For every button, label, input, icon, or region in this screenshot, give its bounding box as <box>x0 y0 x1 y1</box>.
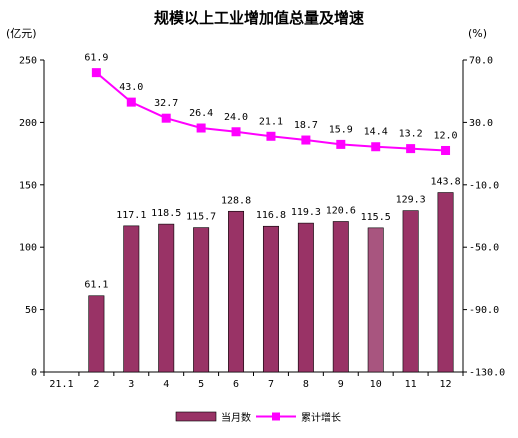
right-tick-label: 30.0 <box>469 118 493 129</box>
legend-line-label: 累计增长 <box>301 411 341 424</box>
bar-value-label: 115.7 <box>186 212 216 223</box>
legend-bar-swatch <box>175 411 217 422</box>
line-value-label: 21.1 <box>259 116 283 127</box>
line-point <box>196 123 206 133</box>
line-point <box>126 97 136 107</box>
x-tick-label: 7 <box>268 379 274 390</box>
x-tick-label: 4 <box>163 379 169 390</box>
line-series <box>91 68 451 155</box>
bar-value-label: 143.8 <box>430 177 460 188</box>
bar-series <box>88 192 454 373</box>
chart-title: 规模以上工业增加值总量及增速 <box>154 9 364 27</box>
bar <box>88 295 105 373</box>
left-axis-unit: (亿元) <box>6 27 37 40</box>
right-tick-label: -50.0 <box>469 243 499 254</box>
x-tick-label: 6 <box>233 379 239 390</box>
x-axis-ticks: 21.1 2 3 4 5 6 7 8 9 10 11 12 <box>43 372 464 390</box>
right-tick-label: -90.0 <box>469 305 499 316</box>
x-tick-label: 11 <box>405 379 417 390</box>
bar-value-label: 116.8 <box>256 210 286 221</box>
x-tick-label: 10 <box>370 379 382 390</box>
line-value-label: 15.9 <box>329 124 353 135</box>
line-value-label: 26.4 <box>189 108 213 119</box>
right-tick-label: -10.0 <box>469 180 499 191</box>
line-value-label: 32.7 <box>154 98 178 109</box>
bar-value-label: 118.5 <box>151 208 181 219</box>
bar <box>332 221 349 373</box>
line-point <box>161 113 171 123</box>
x-tick-label: 12 <box>440 379 452 390</box>
line-point <box>231 127 241 137</box>
line-point <box>406 144 416 154</box>
left-tick-label: 50 <box>25 305 37 316</box>
line-value-label: 13.2 <box>399 129 423 140</box>
line-point <box>371 142 381 152</box>
bar-value-label: 119.3 <box>291 207 321 218</box>
left-tick-label: 250 <box>19 56 37 67</box>
line-value-label: 24.0 <box>224 112 248 123</box>
right-tick-label: -130.0 <box>469 368 505 379</box>
bar-value-label: 120.6 <box>326 205 356 216</box>
left-tick-label: 200 <box>19 118 37 129</box>
line-point <box>301 135 311 145</box>
left-tick-label: 100 <box>19 243 37 254</box>
line-value-label: 18.7 <box>294 120 318 131</box>
bar-value-label: 128.8 <box>221 195 251 206</box>
line-value-label: 43.0 <box>119 82 143 93</box>
right-axis-unit: (%) <box>468 27 487 40</box>
left-axis-ticks: 0 50 100 150 200 250 <box>19 56 44 379</box>
bar-value-label: 115.5 <box>361 212 391 223</box>
x-tick-label: 9 <box>338 379 344 390</box>
bar <box>437 192 454 373</box>
bar <box>158 223 175 373</box>
left-tick-label: 0 <box>31 368 37 379</box>
x-tick-label: 8 <box>303 379 309 390</box>
line-point <box>336 139 346 149</box>
x-tick-label: 5 <box>198 379 204 390</box>
legend-bar-label: 当月数 <box>221 411 251 424</box>
legend-line-marker <box>272 412 280 421</box>
bar <box>123 225 140 373</box>
line-value-label: 61.9 <box>84 53 108 64</box>
x-tick-label: 2 <box>93 379 99 390</box>
line-point <box>441 145 451 155</box>
left-tick-label: 150 <box>19 180 37 191</box>
line-value-label: 14.4 <box>364 127 388 138</box>
bar <box>193 227 210 373</box>
x-tick-label: 21.1 <box>49 379 73 390</box>
bar <box>262 225 279 373</box>
line-point <box>91 68 101 78</box>
legend: 当月数 累计增长 <box>175 411 341 424</box>
bar-value-label: 129.3 <box>396 195 426 206</box>
x-tick-label: 3 <box>128 379 134 390</box>
right-axis-ticks: 70.0 30.0 -10.0 -50.0 -90.0 -130.0 <box>463 56 505 379</box>
line-value-label: 12.0 <box>433 130 457 141</box>
bar <box>402 210 419 373</box>
axes <box>43 60 464 373</box>
line-labels: 61.9 43.0 32.7 26.4 24.0 21.1 18.7 15.9 14.4 13.2… <box>84 53 457 142</box>
line-point <box>266 131 276 141</box>
bar <box>228 210 245 373</box>
bar-labels: 61.1 117.1 118.5 115.7 128.8 116.8 119.3 120.6 1… <box>84 177 460 291</box>
bar-value-label: 61.1 <box>84 280 108 291</box>
bar-value-label: 117.1 <box>116 210 146 221</box>
bar <box>297 222 314 373</box>
right-tick-label: 70.0 <box>469 56 493 67</box>
bar <box>367 227 384 373</box>
